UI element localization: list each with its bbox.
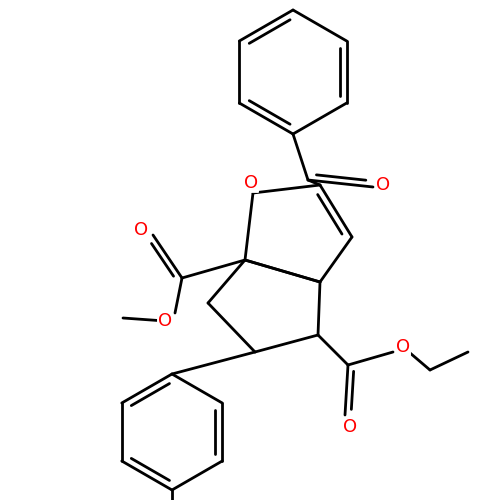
Text: O: O [396, 338, 410, 356]
Text: O: O [244, 174, 258, 192]
Text: O: O [134, 221, 148, 239]
Text: O: O [343, 418, 357, 436]
Text: O: O [376, 176, 390, 194]
Text: O: O [158, 312, 172, 330]
